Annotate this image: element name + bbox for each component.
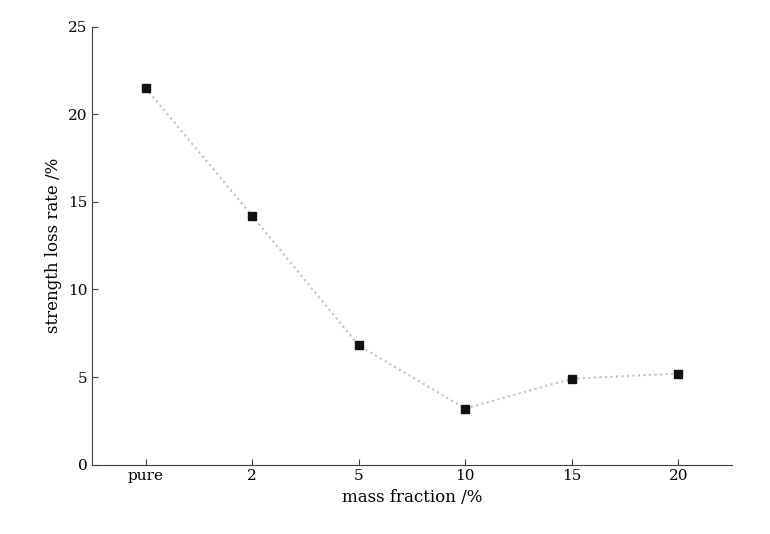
X-axis label: mass fraction /%: mass fraction /% (342, 489, 482, 506)
Y-axis label: strength loss rate /%: strength loss rate /% (45, 158, 62, 333)
